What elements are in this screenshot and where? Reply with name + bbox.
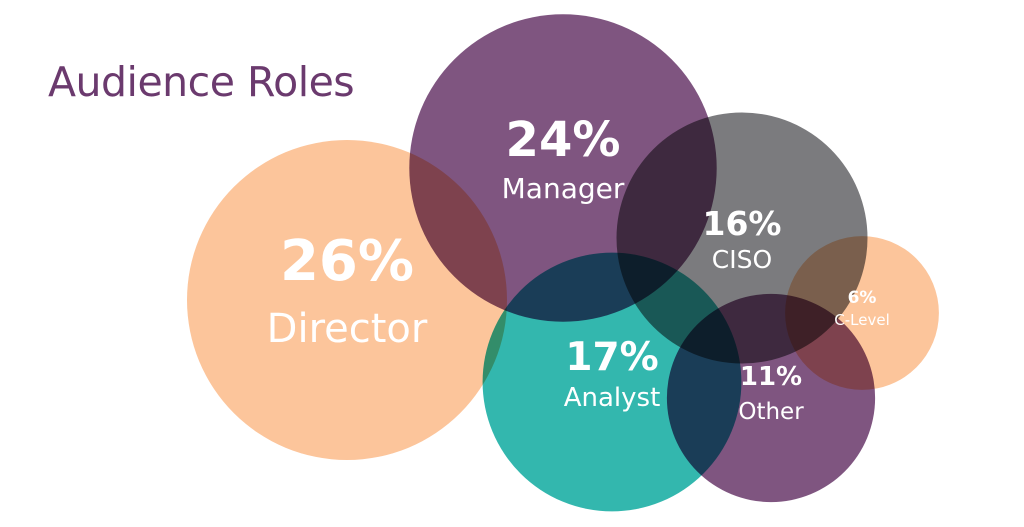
bubble-labels: 26% Director 24% Manager 17%Analyst 16%CISO 11… xyxy=(267,112,890,425)
bubble-label-director: Director xyxy=(267,306,428,352)
bubble-c-level xyxy=(785,236,939,390)
bubble-value-manager: 24% xyxy=(506,112,621,168)
bubble-label-manager: Manager xyxy=(502,172,625,205)
bubble-value-ciso: 16% xyxy=(703,204,782,243)
bubble-label-c-level: C-Level xyxy=(834,311,889,329)
bubble-label-analyst: Analyst xyxy=(564,383,661,413)
bubble-value-analyst: 17% xyxy=(565,335,658,380)
bubble-value-c-level: 6% xyxy=(848,288,877,308)
bubble-value-director: 26% xyxy=(280,229,414,294)
bubble-label-ciso: CISO xyxy=(712,245,772,274)
chart-title: Audience Roles xyxy=(48,58,355,106)
bubble-label-other: Other xyxy=(738,399,804,425)
bubble-value-other: 11% xyxy=(740,362,802,392)
bubbles xyxy=(187,14,939,512)
